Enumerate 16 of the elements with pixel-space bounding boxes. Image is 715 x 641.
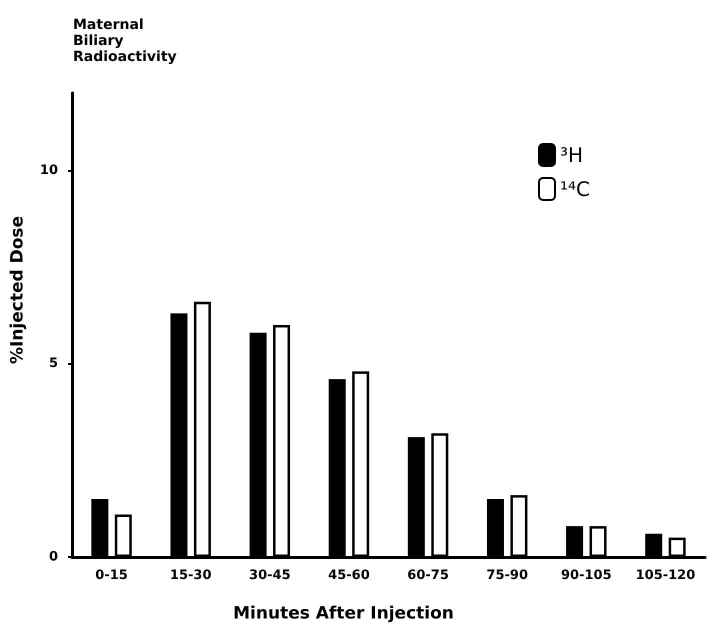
x-tick-label: 45-60 [328, 568, 370, 583]
x-tick-label: 75-90 [486, 568, 528, 583]
x-tick-label: 0-15 [95, 568, 128, 583]
x-tick-label: 15-30 [170, 568, 212, 583]
chart-title: Maternal Biliary Radioactivity [73, 17, 177, 65]
x-tick-label: 30-45 [249, 568, 291, 583]
x-tick-label: 60-75 [407, 568, 449, 583]
y-tick-label: 10 [40, 162, 58, 178]
x-tick-label: 105-120 [636, 568, 696, 583]
y-axis-title: %Injected Dose [8, 216, 28, 364]
legend-label: ¹⁴C [560, 177, 590, 201]
legend-label: ³H [560, 143, 584, 167]
y-tick-label: 0 [48, 550, 58, 564]
y-tick-label: 5 [48, 356, 58, 372]
x-axis-title: Minutes After Injection [233, 604, 454, 624]
x-tick-label: 90-105 [561, 568, 612, 583]
